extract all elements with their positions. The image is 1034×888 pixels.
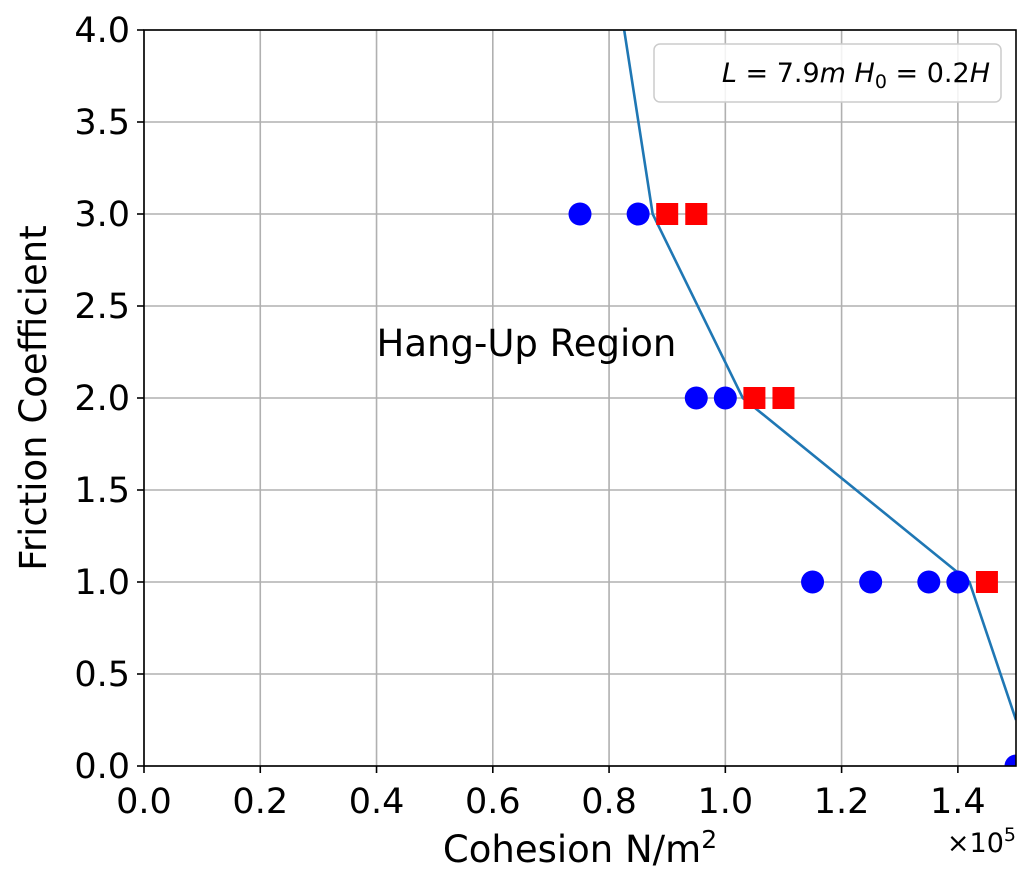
y-tick-label: 1.0 [74, 563, 130, 603]
x-tick-label: 1.4 [930, 782, 986, 822]
circle-marker [568, 202, 592, 226]
square-marker [656, 203, 679, 225]
x-tick-label: 1.2 [814, 782, 870, 822]
square-marker [743, 387, 766, 409]
x-tick-label: 0.6 [465, 782, 521, 822]
circle-marker [684, 386, 708, 410]
circle-marker [626, 202, 650, 226]
circle-marker [801, 570, 825, 594]
y-tick-label: 4.0 [74, 11, 130, 51]
y-tick-label: 0.5 [74, 655, 130, 695]
data-markers [568, 202, 1016, 766]
axis-ticks: 0.0 0.2 0.4 0.6 0.8 1.0 1.2 1.4 0.0 0.5 1.0 1.5 2.0 2… [74, 11, 985, 822]
y-tick-label: 3.0 [74, 195, 130, 235]
x-tick-label: 0.4 [349, 782, 405, 822]
y-tick-label: 0.0 [74, 747, 130, 787]
legend-entry: L = 7.9m H0 = 0.2H [722, 58, 990, 93]
x-axis-label: Cohesion N/m2 [443, 825, 717, 871]
legend: L = 7.9m H0 = 0.2H [653, 43, 1002, 103]
x-tick-label: 0.2 [232, 782, 288, 822]
square-marker [772, 387, 795, 409]
x-tick-label: 0.0 [116, 782, 172, 822]
circle-marker [859, 570, 883, 594]
y-tick-label: 2.0 [74, 379, 130, 419]
boundary-line-path [622, 30, 1016, 721]
circle-marker [946, 570, 970, 594]
x-axis-multiplier: ×105 [947, 824, 1016, 859]
y-tick-label: 3.5 [74, 103, 130, 143]
boundary-line [622, 30, 1016, 721]
annotation-hang-up-region: Hang-Up Region [377, 322, 677, 365]
x-tick-label: 1.0 [697, 782, 753, 822]
y-tick-label: 2.5 [74, 287, 130, 327]
circle-marker [713, 386, 737, 410]
circle-marker [1004, 754, 1016, 766]
square-marker [685, 203, 708, 225]
circle-marker [917, 570, 941, 594]
y-tick-label: 1.5 [74, 471, 130, 511]
x-tick-label: 0.8 [581, 782, 637, 822]
square-marker [975, 571, 998, 593]
y-axis-label: Friction Coefficient [12, 225, 55, 570]
legend-box [653, 43, 1002, 103]
grid [143, 29, 1016, 767]
